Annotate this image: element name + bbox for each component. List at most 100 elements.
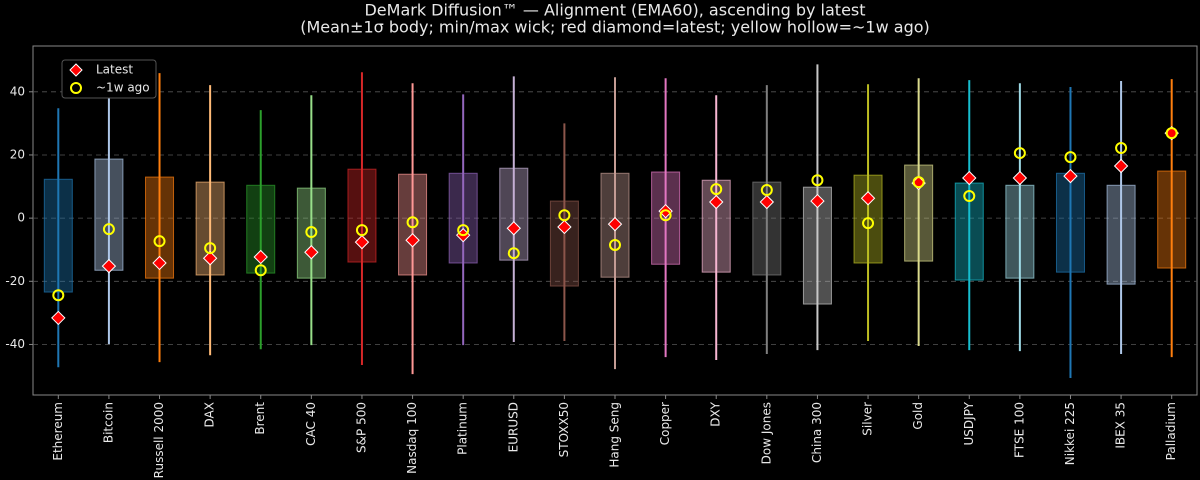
x-tick-label: FTSE 100: [1012, 402, 1026, 458]
x-tick-label: Bitcoin: [101, 402, 115, 443]
body: [954, 182, 984, 281]
x-tick-label-group: CAC 40: [304, 402, 318, 446]
x-tick-label-group: China 300: [810, 402, 824, 463]
x-tick-label: Platinum: [456, 402, 470, 455]
x-tick-label-group: STOXX50: [557, 402, 571, 457]
x-tick-label: China 300: [810, 402, 824, 463]
week-ago-marker: [1115, 142, 1128, 155]
x-tick-label: EURUSD: [506, 402, 520, 452]
chart-subtitle: (Mean±1σ body; min/max wick; red diamond…: [300, 18, 930, 37]
latest-marker: [51, 310, 66, 326]
x-tick-label: USDJPY: [962, 401, 976, 445]
week-ago-marker: [811, 174, 824, 187]
week-ago-marker: [963, 190, 976, 203]
body: [499, 167, 529, 261]
week-ago-marker: [558, 209, 571, 222]
x-tick-label: Copper: [658, 402, 672, 445]
x-tick-label-group: Platinum: [456, 402, 470, 455]
x-tick-label: Hang Seng: [608, 402, 622, 468]
week-ago-marker: [355, 224, 368, 237]
body: [398, 173, 428, 276]
legend-marker: [69, 63, 83, 77]
latest-marker: [405, 233, 420, 248]
x-tick-label-group: FTSE 100: [1012, 402, 1026, 458]
body: [94, 158, 124, 271]
latest-marker: [557, 219, 572, 235]
body: [296, 187, 326, 279]
x-tick-label: DAX: [203, 402, 217, 427]
week-ago-marker: [862, 217, 875, 230]
week-ago-marker: [507, 247, 520, 260]
x-tick-label: IBEX 35: [1114, 402, 1128, 449]
x-tick-label: Gold: [911, 402, 925, 430]
body: [1055, 172, 1085, 273]
week-ago-marker: [710, 183, 723, 196]
week-ago-marker: [1165, 127, 1178, 140]
x-tick-label-group: Russell 2000: [152, 402, 166, 478]
x-tick-label-group: DAX: [203, 402, 217, 427]
latest-marker: [253, 249, 268, 265]
week-ago-marker: [457, 224, 470, 237]
x-tick-label-group: Nikkei 225: [1063, 402, 1077, 465]
x-tick-label-group: Hang Seng: [608, 402, 622, 468]
week-ago-marker: [254, 264, 267, 277]
body: [1157, 170, 1187, 269]
x-tick-label: Silver: [861, 402, 875, 436]
x-tick-label: Dow Jones: [759, 402, 773, 464]
x-tick-label-group: Palladium: [1164, 402, 1178, 460]
y-tick-label: 20: [10, 147, 25, 161]
latest-marker: [860, 191, 876, 206]
x-tick-label-group: Brent: [253, 402, 267, 435]
x-tick-label-group: Copper: [658, 402, 672, 445]
y-tick-label: 40: [10, 84, 25, 98]
x-tick-label-group: Dow Jones: [759, 402, 773, 464]
week-ago-marker: [204, 242, 217, 255]
x-tick-label: STOXX50: [557, 402, 571, 457]
x-tick-label-group: USDJPY: [962, 401, 976, 445]
x-tick-label: Nasdaq 100: [405, 402, 419, 474]
latest-marker: [810, 193, 825, 209]
x-tick-label-group: EURUSD: [506, 402, 520, 452]
x-tick-label-group: IBEX 35: [1114, 402, 1128, 449]
latest-marker: [304, 245, 319, 260]
x-tick-label: S&P 500: [354, 402, 368, 453]
week-ago-marker: [659, 209, 672, 222]
week-ago-marker: [52, 289, 65, 302]
x-tick-label: CAC 40: [304, 402, 318, 446]
y-tick-label: -20: [5, 274, 25, 288]
latest-marker: [202, 251, 218, 266]
latest-marker: [152, 255, 167, 271]
legend-label: ~1w ago: [96, 81, 150, 95]
x-tick-label-group: Nasdaq 100: [405, 402, 419, 474]
x-tick-label-group: Ethereum: [51, 402, 65, 461]
week-ago-marker: [912, 176, 925, 189]
legend-box: [61, 59, 157, 99]
week-ago-marker: [305, 226, 318, 239]
x-tick-label: Russell 2000: [152, 402, 166, 478]
week-ago-marker: [609, 238, 621, 251]
latest-marker: [1113, 158, 1129, 174]
latest-marker: [101, 258, 117, 274]
body: [1106, 184, 1136, 285]
week-ago-marker: [1064, 151, 1077, 164]
x-tick-label-group: Gold: [911, 402, 925, 430]
x-tick-label-group: S&P 500: [354, 402, 368, 453]
week-ago-marker: [1013, 147, 1026, 160]
latest-marker: [1063, 168, 1078, 184]
latest-marker: [607, 216, 623, 232]
y-tick-label: -40: [5, 337, 25, 351]
latest-marker: [709, 194, 724, 210]
y-tick-label: 0: [17, 211, 25, 225]
week-ago-marker: [406, 216, 419, 229]
latest-marker: [962, 170, 977, 186]
chart-title: DeMark Diffusion™ — Alignment (EMA60), a…: [364, 1, 865, 20]
body: [549, 200, 579, 287]
latest-marker: [1012, 170, 1028, 186]
x-tick-label: Brent: [253, 402, 267, 435]
week-ago-marker: [760, 184, 773, 197]
week-ago-marker: [102, 223, 115, 236]
x-tick-label: Palladium: [1164, 402, 1178, 460]
latest-marker: [759, 194, 775, 210]
x-tick-label: DXY: [709, 401, 723, 426]
